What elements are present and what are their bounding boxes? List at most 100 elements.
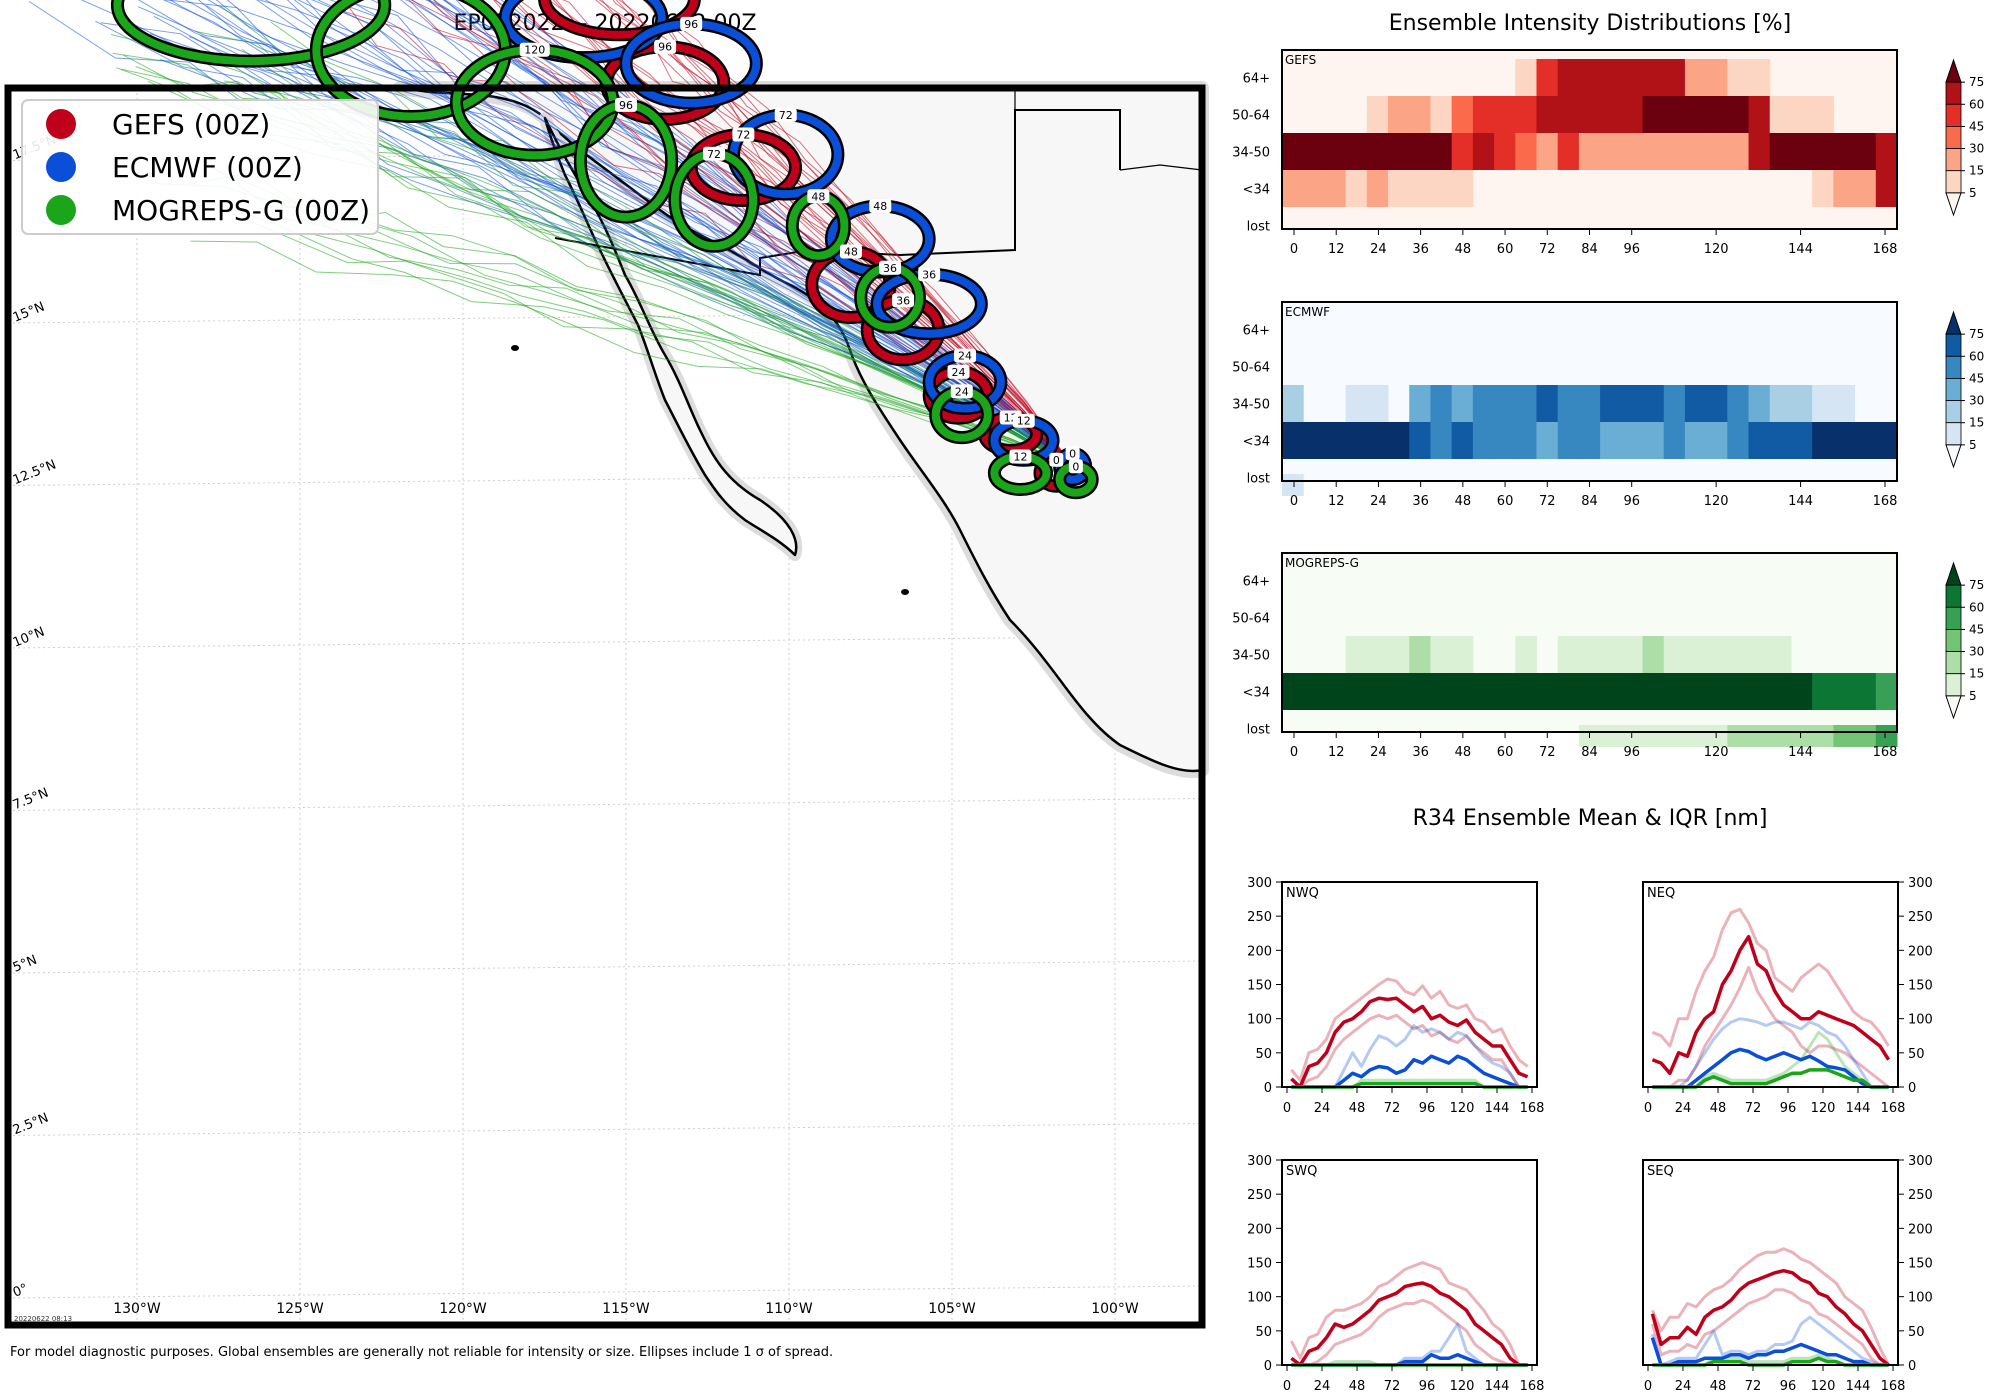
heatmap-cell bbox=[1451, 96, 1474, 133]
r34-line-gefs-p25 bbox=[1291, 1013, 1528, 1089]
parallel bbox=[7, 1123, 1203, 1136]
x-tick-label: 120 bbox=[1704, 242, 1729, 257]
heatmap-cell bbox=[1663, 385, 1686, 422]
x-tick-label: 48 bbox=[1349, 1101, 1366, 1116]
heatmap-cell bbox=[1663, 133, 1686, 170]
heatmap-cell bbox=[1833, 725, 1856, 747]
heatmap-cell bbox=[1366, 385, 1389, 422]
heatmap-cell bbox=[1282, 673, 1304, 710]
heatmap-row-label: 50-64 bbox=[1232, 361, 1270, 376]
colorbar-seg bbox=[1945, 422, 1962, 446]
member-track bbox=[149, 33, 1073, 467]
colorbar-seg bbox=[1945, 148, 1962, 172]
heatmap-cell bbox=[1430, 385, 1453, 422]
heatmap-row-label: <34 bbox=[1243, 686, 1270, 701]
map-frame bbox=[4, 84, 1206, 1329]
hour-label-bg bbox=[1009, 449, 1032, 464]
heatmap-cell bbox=[1282, 133, 1304, 170]
hour-label: 48 bbox=[873, 200, 887, 213]
heatmap-cell bbox=[1345, 673, 1368, 710]
hour-label: 36 bbox=[922, 268, 936, 281]
heatmap-cell bbox=[1769, 673, 1792, 710]
heatmap-cell bbox=[1409, 170, 1431, 207]
longitude-labels: 130°W 125°W 120°W 115°W 110°W 105°W 100°W bbox=[113, 1301, 1139, 1317]
heatmap-row-label: 64+ bbox=[1243, 324, 1270, 339]
heatmap-cell bbox=[1600, 385, 1622, 422]
heatmap-cell bbox=[1451, 170, 1474, 207]
heatmap-cell bbox=[1769, 96, 1792, 133]
heatmap-cell bbox=[1600, 133, 1622, 170]
heatmap-cell bbox=[1727, 385, 1750, 422]
y-tick-label: 0 bbox=[1908, 1081, 1916, 1096]
heatmap-row-label: 64+ bbox=[1243, 575, 1270, 590]
heatmap-row-label: lost bbox=[1247, 472, 1270, 487]
x-tick-label: 144 bbox=[1485, 1101, 1510, 1116]
x-tick-label: 60 bbox=[1497, 242, 1514, 257]
x-tick-label: 144 bbox=[1485, 1379, 1510, 1394]
heatmap-cell bbox=[1536, 96, 1559, 133]
y-tick-label: 50 bbox=[1255, 1047, 1272, 1062]
y-tick-label: 150 bbox=[1247, 979, 1272, 994]
hour-label: 48 bbox=[811, 190, 825, 203]
heatmap-cell bbox=[1494, 673, 1516, 710]
colorbar-seg bbox=[1945, 584, 1962, 608]
heatmap-cell bbox=[1727, 636, 1750, 673]
x-tick-label: 36 bbox=[1412, 242, 1429, 257]
x-tick-label: 96 bbox=[1419, 1101, 1436, 1116]
heatmap-cell bbox=[1515, 96, 1537, 133]
r34-line-gefs-p25 bbox=[1291, 1298, 1528, 1367]
heatmap-cell bbox=[1409, 385, 1431, 422]
heatmap-row-label: lost bbox=[1247, 723, 1270, 738]
heatmap-cell bbox=[1748, 59, 1771, 96]
heatmap-cell bbox=[1536, 422, 1559, 459]
heatmap-cell bbox=[1515, 59, 1537, 96]
parallel bbox=[7, 635, 1203, 649]
member-track bbox=[411, 0, 1073, 467]
heatmap-cell bbox=[1366, 96, 1389, 133]
hour-label-bg bbox=[807, 189, 830, 204]
heatmap-row-label: <34 bbox=[1243, 435, 1270, 450]
x-tick-label: 144 bbox=[1788, 745, 1813, 760]
x-tick-label: 0 bbox=[1290, 745, 1298, 760]
heatmap-cell bbox=[1727, 96, 1750, 133]
x-tick-label: 60 bbox=[1497, 745, 1514, 760]
heatmap-cell bbox=[1727, 725, 1750, 747]
heatmap-cell bbox=[1515, 636, 1537, 673]
x-tick-label: 72 bbox=[1745, 1379, 1762, 1394]
y-tick-label: 50 bbox=[1908, 1047, 1925, 1062]
baja-coast bbox=[543, 116, 798, 557]
hour-label-bg bbox=[654, 39, 677, 54]
colorbar-label: 75 bbox=[1969, 75, 1984, 89]
colorbar-label: 30 bbox=[1969, 645, 1984, 659]
heatmap-cell bbox=[1812, 673, 1834, 710]
heatmap-cell bbox=[1748, 133, 1771, 170]
heatmap-cell bbox=[1833, 170, 1856, 207]
colorbar-seg bbox=[1945, 629, 1962, 652]
parallel bbox=[7, 960, 1203, 974]
hour-label-bg bbox=[1068, 459, 1083, 474]
heatmap-cell bbox=[1388, 673, 1410, 710]
heatmap-cell bbox=[1388, 133, 1410, 170]
x-tick-label: 72 bbox=[1539, 242, 1556, 257]
hour-label: 96 bbox=[658, 41, 672, 54]
heatmap-cell bbox=[1621, 96, 1644, 133]
heatmap-cell bbox=[1303, 170, 1325, 207]
heatmap-cell bbox=[1621, 133, 1644, 170]
hour-label-bg bbox=[869, 199, 892, 213]
x-tick-label: 120 bbox=[1704, 494, 1729, 509]
x-tick-label: 0 bbox=[1283, 1101, 1291, 1116]
x-tick-label: 168 bbox=[1881, 1379, 1906, 1394]
heatmap-cell bbox=[1388, 422, 1410, 459]
heatmap-cell bbox=[1366, 133, 1389, 170]
colorbar-seg bbox=[1945, 378, 1962, 401]
heatmap-cell bbox=[1366, 673, 1389, 710]
ellipse-gefs bbox=[540, 0, 699, 39]
r34-bg bbox=[1282, 1160, 1537, 1365]
heatmap-cell bbox=[1472, 422, 1495, 459]
heatmap-ecmwf: lost <34 34-50 50-64 64+ ECMWF 0 12 24 36 48 60 72 84… bbox=[1232, 301, 1984, 509]
heatmap-cell bbox=[1345, 636, 1368, 673]
heatmap-cell bbox=[1769, 636, 1792, 673]
colorbar-label: 5 bbox=[1969, 186, 1977, 200]
heatmap-cell bbox=[1451, 422, 1474, 459]
colorbar-seg bbox=[1945, 400, 1962, 424]
